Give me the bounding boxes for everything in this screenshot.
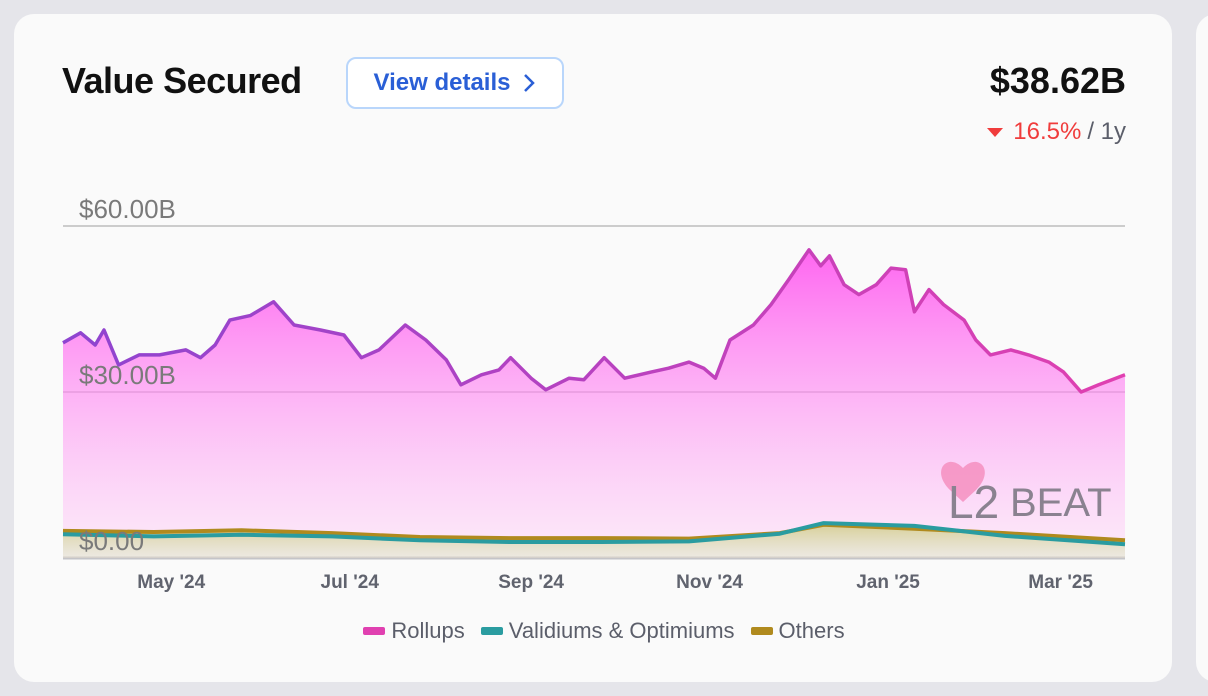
card-title: Value Secured	[62, 60, 302, 101]
view-details-label: View details	[373, 69, 511, 96]
adjacent-card	[1196, 14, 1208, 682]
legend-label: Others	[778, 618, 845, 643]
y-tick-label: $30.00B	[79, 360, 176, 390]
chart-legend: Rollups Validiums & Optimiums Others	[0, 618, 1208, 644]
legend-label: Rollups	[391, 618, 465, 643]
total-value: $38.62B	[989, 60, 1126, 101]
x-tick-label: Sep '24	[498, 572, 564, 593]
view-details-button[interactable]: View details	[346, 57, 564, 109]
rollups-area	[63, 249, 1125, 559]
x-tick-label: Jul '24	[321, 572, 380, 593]
change-percent: 16.5%	[1013, 118, 1082, 145]
y-tick-label: $60.00B	[79, 194, 176, 224]
x-tick-label: Nov '24	[676, 572, 743, 593]
legend-item-rollups[interactable]: Rollups	[363, 618, 465, 644]
chevron-right-icon	[524, 74, 536, 92]
svg-text:L2: L2	[948, 476, 999, 528]
y-tick-label: $0.00	[79, 526, 144, 556]
legend-item-validiums[interactable]: Validiums & Optimiums	[480, 618, 735, 644]
others-swatch	[750, 627, 773, 635]
x-tick-label: May '24	[137, 572, 205, 593]
l2beat-watermark: L2 BEAT	[941, 461, 1112, 528]
validiums-swatch	[480, 627, 503, 635]
svg-text:BEAT: BEAT	[1010, 481, 1112, 525]
arrow-down-icon	[987, 127, 1004, 137]
change-indicator: 16.5% / 1y	[987, 118, 1126, 146]
x-tick-label: Mar '25	[1028, 572, 1093, 593]
legend-label: Validiums & Optimiums	[508, 618, 735, 643]
legend-item-others[interactable]: Others	[750, 618, 845, 644]
rollups-swatch	[363, 627, 386, 635]
change-period: / 1y	[1087, 118, 1126, 145]
x-tick-label: Jan '25	[856, 572, 920, 593]
